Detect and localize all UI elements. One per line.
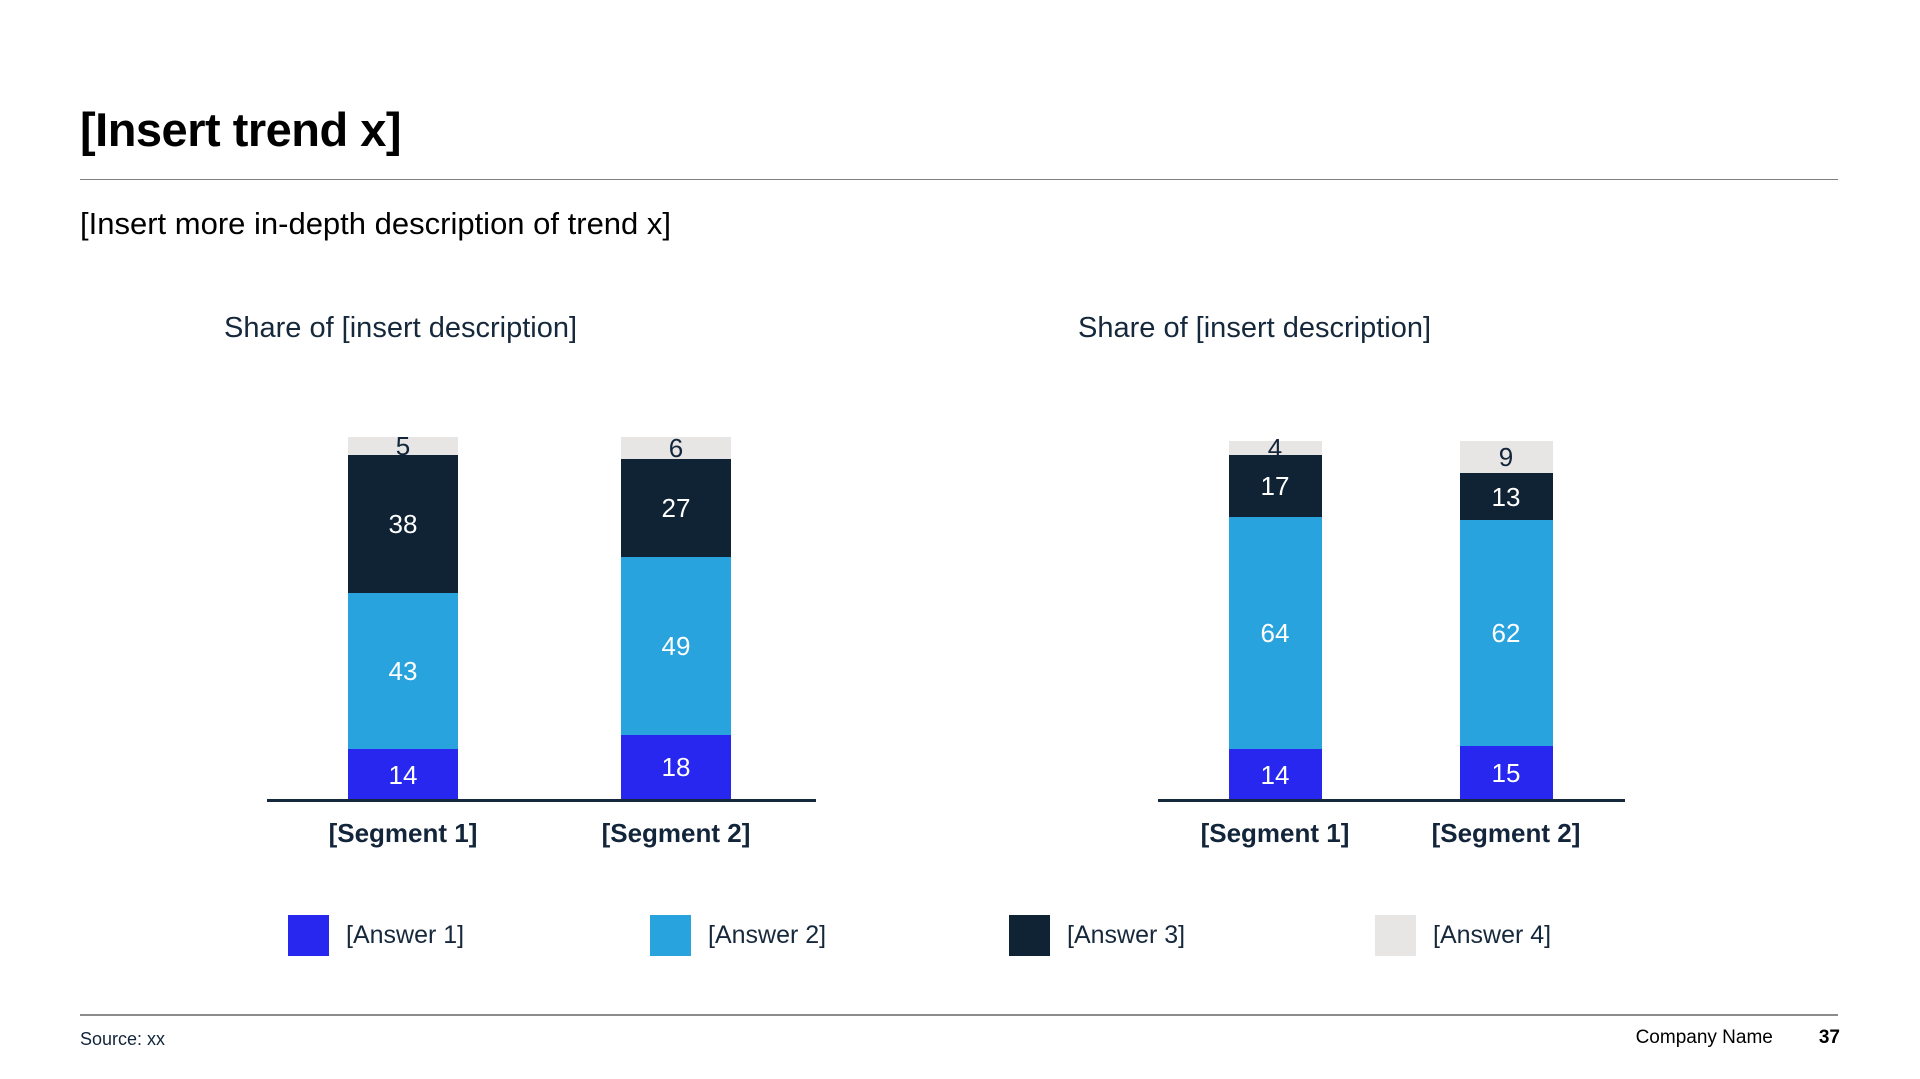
stacked-bar: 6 27 49 18 bbox=[621, 432, 731, 800]
page-subtitle: [Insert more in-depth description of tre… bbox=[80, 206, 672, 241]
legend-swatch bbox=[1009, 915, 1050, 956]
segment-value-label: 43 bbox=[388, 656, 418, 687]
company-name: Company Name bbox=[1635, 1027, 1773, 1048]
segment-value-label: 14 bbox=[1260, 759, 1290, 790]
category-label: [Segment 2] bbox=[601, 818, 751, 848]
page-title: [Insert trend x] bbox=[80, 103, 402, 156]
bar-segment: 9 bbox=[1459, 440, 1553, 474]
segment-value-label: 27 bbox=[661, 492, 691, 523]
bar-segment: 6 bbox=[621, 432, 731, 463]
bar-segment: 13 bbox=[1459, 473, 1553, 521]
segment-value-label: 5 bbox=[395, 431, 411, 462]
bar-segment: 27 bbox=[621, 458, 731, 557]
legend-item: [Answer 1] bbox=[288, 915, 464, 956]
bar-segment: 14 bbox=[348, 749, 458, 800]
footer-divider bbox=[80, 1014, 1838, 1016]
bar-segment: 64 bbox=[1228, 516, 1322, 750]
legend-label: [Answer 2] bbox=[708, 921, 827, 949]
category-label: [Segment 1] bbox=[1200, 818, 1350, 848]
segment-value-label: 49 bbox=[661, 630, 691, 661]
source-note: Source: xx bbox=[80, 1029, 166, 1049]
legend-item: [Answer 4] bbox=[1375, 915, 1551, 956]
segment-value-label: 14 bbox=[388, 759, 418, 790]
bar-segment: 38 bbox=[348, 455, 458, 594]
segment-value-label: 15 bbox=[1491, 757, 1521, 788]
page-number: 37 bbox=[1818, 1027, 1840, 1048]
x-axis-line bbox=[1158, 799, 1625, 802]
bar-segment: 49 bbox=[621, 556, 731, 735]
legend-label: [Answer 3] bbox=[1067, 921, 1186, 949]
bar-segment: 62 bbox=[1459, 520, 1553, 746]
segment-value-label: 6 bbox=[668, 432, 684, 463]
stacked-bar: 4 17 64 14 bbox=[1228, 435, 1322, 800]
segment-value-label: 38 bbox=[388, 509, 418, 540]
category-label: [Segment 1] bbox=[328, 818, 478, 848]
legend-item: [Answer 3] bbox=[1009, 915, 1185, 956]
category-label: [Segment 2] bbox=[1431, 818, 1581, 848]
bar-segment: 14 bbox=[1228, 749, 1322, 800]
segment-value-label: 17 bbox=[1260, 470, 1290, 501]
stacked-bar: 9 13 62 15 bbox=[1459, 440, 1553, 800]
legend-label: [Answer 1] bbox=[346, 921, 465, 949]
legend-swatch bbox=[1375, 915, 1416, 956]
x-axis-line bbox=[267, 799, 816, 802]
legend-item: [Answer 2] bbox=[650, 915, 826, 956]
bar-segment: 4 bbox=[1228, 435, 1322, 461]
legend-swatch bbox=[650, 915, 691, 956]
bar-segment: 17 bbox=[1228, 455, 1322, 517]
segment-value-label: 64 bbox=[1260, 618, 1290, 648]
legend-label: [Answer 4] bbox=[1433, 921, 1552, 949]
bar-segment: 15 bbox=[1459, 745, 1553, 800]
bar-segment: 18 bbox=[621, 734, 731, 800]
chart-title: Share of [insert description] bbox=[1078, 312, 1432, 344]
segment-value-label: 18 bbox=[661, 752, 691, 783]
stacked-bar: 5 38 43 14 bbox=[348, 433, 458, 800]
legend-swatch bbox=[288, 915, 329, 956]
bar-segment: 43 bbox=[348, 593, 458, 750]
segment-value-label: 9 bbox=[1498, 441, 1514, 472]
segment-value-label: 62 bbox=[1491, 617, 1521, 648]
title-divider bbox=[80, 179, 1838, 180]
footer-right: Company Name 37 bbox=[1636, 1027, 1840, 1049]
segment-value-label: 4 bbox=[1267, 432, 1283, 463]
segment-value-label: 13 bbox=[1491, 481, 1521, 512]
chart-title: Share of [insert description] bbox=[224, 312, 578, 344]
bar-segment: 5 bbox=[348, 433, 458, 459]
